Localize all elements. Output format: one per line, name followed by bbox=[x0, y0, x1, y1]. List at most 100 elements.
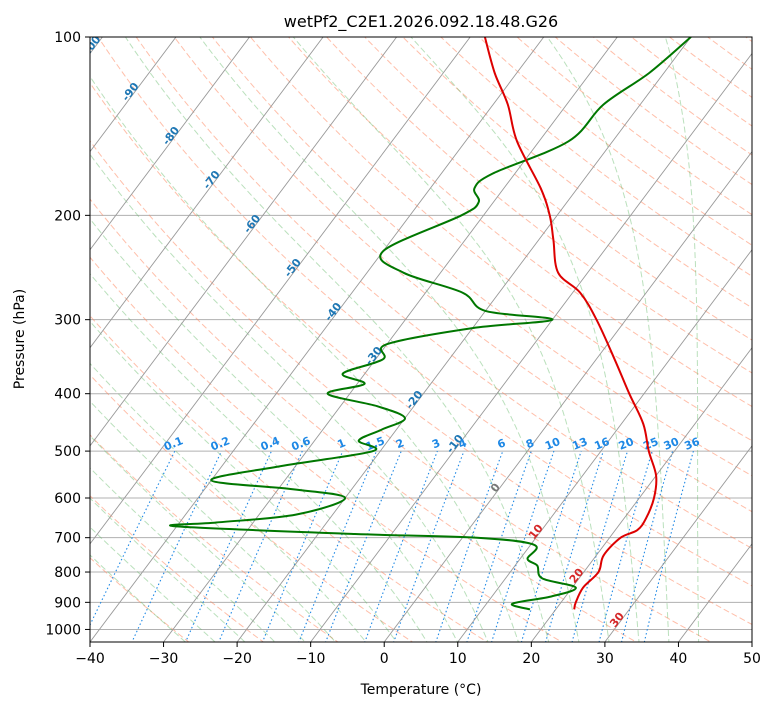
dry-adiabat bbox=[287, 37, 752, 408]
moist-adiabat bbox=[90, 320, 398, 642]
dry-adiabat bbox=[325, 37, 752, 374]
isotherm bbox=[677, 543, 752, 642]
dry-adiabat bbox=[90, 434, 339, 642]
y-tick-label: 700 bbox=[54, 531, 81, 547]
dry-adiabat bbox=[90, 82, 752, 626]
isotherm bbox=[90, 37, 324, 349]
moist-adiabats bbox=[90, 37, 700, 642]
y-tick-label: 100 bbox=[54, 30, 81, 46]
isotherm bbox=[90, 37, 471, 545]
dry-adiabat bbox=[90, 315, 489, 642]
dry-adiabat bbox=[554, 37, 752, 186]
dry-adiabat bbox=[744, 37, 752, 43]
dry-adiabats bbox=[90, 37, 752, 642]
mixing-ratio-line bbox=[298, 450, 378, 642]
mixing-ratio-label: 36 bbox=[683, 435, 702, 453]
mixing-ratio-line bbox=[571, 450, 629, 642]
moist-adiabat bbox=[90, 153, 489, 642]
isotherms bbox=[90, 37, 752, 642]
mixing-ratio-line bbox=[643, 450, 694, 642]
moist-adiabat bbox=[90, 362, 367, 642]
isotherm-label: -50 bbox=[281, 256, 304, 280]
y-tick-label: 600 bbox=[54, 491, 81, 507]
isotherm bbox=[90, 37, 398, 447]
dry-adiabat bbox=[135, 37, 752, 549]
dry-adiabat bbox=[90, 256, 563, 642]
chart-title: wetPf2_C2E1.2026.092.18.48.G26 bbox=[284, 12, 558, 32]
mixing-ratio-line bbox=[218, 450, 303, 642]
mixing-ratio-line bbox=[364, 450, 438, 642]
mixing-ratio-label: 13 bbox=[570, 435, 589, 453]
mixing-ratio-line bbox=[184, 450, 272, 642]
dry-adiabat bbox=[630, 37, 752, 127]
moist-adiabat bbox=[90, 273, 428, 642]
mixing-ratio-label: 16 bbox=[592, 435, 611, 453]
dry-adiabat bbox=[249, 37, 752, 442]
x-tick-label: 20 bbox=[522, 651, 540, 667]
isotherm-label: 40 bbox=[648, 654, 668, 674]
y-tick-label: 500 bbox=[54, 444, 81, 460]
moist-adiabat bbox=[410, 37, 640, 642]
dry-adiabat bbox=[364, 37, 752, 341]
dry-adiabat bbox=[211, 37, 752, 477]
mixing-ratio-line bbox=[393, 450, 465, 642]
moist-adiabat bbox=[90, 526, 216, 642]
isotherm-label: 10 bbox=[526, 522, 546, 542]
mixing-ratio-label: 10 bbox=[543, 435, 562, 453]
isotherm-label: -70 bbox=[200, 168, 223, 192]
mixing-ratio-line bbox=[466, 450, 532, 642]
mixing-ratio-line bbox=[545, 450, 604, 642]
moist-adiabat bbox=[90, 554, 187, 642]
dry-adiabat bbox=[478, 37, 752, 246]
dry-adiabat bbox=[90, 140, 712, 642]
dry-adiabat bbox=[90, 557, 190, 642]
moist-adiabat bbox=[90, 497, 246, 642]
isotherm bbox=[530, 347, 752, 642]
moist-adiabat bbox=[90, 400, 337, 642]
y-axis-title: Pressure (hPa) bbox=[12, 289, 28, 389]
dry-adiabat bbox=[402, 37, 752, 309]
isotherm bbox=[383, 150, 752, 642]
x-tick-label: 10 bbox=[449, 651, 467, 667]
moist-adiabat bbox=[199, 37, 580, 642]
background-grid bbox=[90, 37, 752, 630]
isotherm bbox=[162, 37, 618, 642]
mixing-ratio-lines bbox=[90, 450, 694, 642]
isotherm-label: -80 bbox=[160, 124, 183, 148]
sounding-profiles bbox=[169, 37, 692, 611]
dry-adiabat bbox=[90, 495, 265, 642]
dry-adiabat bbox=[90, 198, 638, 642]
isotherm bbox=[90, 37, 177, 153]
x-tick-label: −40 bbox=[75, 651, 105, 667]
moist-adiabat bbox=[292, 37, 610, 642]
mixing-ratio-label: 8 bbox=[524, 436, 536, 451]
temperature-profile bbox=[483, 37, 658, 610]
dry-adiabat bbox=[592, 37, 752, 156]
y-tick-label: 300 bbox=[54, 313, 81, 329]
y-axis-ticks: 100 200 300 400 500 600 700 800 900 1000 bbox=[45, 30, 90, 638]
isotherm bbox=[310, 52, 752, 642]
isotherm bbox=[457, 248, 752, 642]
y-tick-label: 900 bbox=[54, 595, 81, 611]
moist-adiabat bbox=[546, 37, 670, 642]
mixing-ratio-label: 6 bbox=[495, 436, 507, 451]
mixing-ratio-line bbox=[325, 450, 402, 642]
x-tick-label: 30 bbox=[596, 651, 614, 667]
moist-adiabat bbox=[90, 435, 306, 642]
x-axis-ticks: −40 −30 −20 −10 0 10 20 30 40 50 bbox=[75, 642, 761, 667]
moist-adiabat bbox=[90, 467, 276, 642]
moist-adiabat bbox=[124, 37, 550, 642]
isotherm bbox=[90, 37, 251, 251]
dry-adiabat bbox=[90, 374, 414, 642]
y-tick-label: 1000 bbox=[45, 622, 81, 638]
x-tick-label: 50 bbox=[743, 651, 761, 667]
dewpoint-profile bbox=[169, 37, 692, 611]
mixing-ratio-line bbox=[520, 450, 582, 642]
isotherm bbox=[236, 37, 692, 642]
mixing-ratio-label: 30 bbox=[662, 435, 681, 453]
dry-adiabat bbox=[668, 37, 752, 99]
isotherm bbox=[90, 37, 545, 642]
mixing-ratio-line bbox=[90, 450, 176, 627]
